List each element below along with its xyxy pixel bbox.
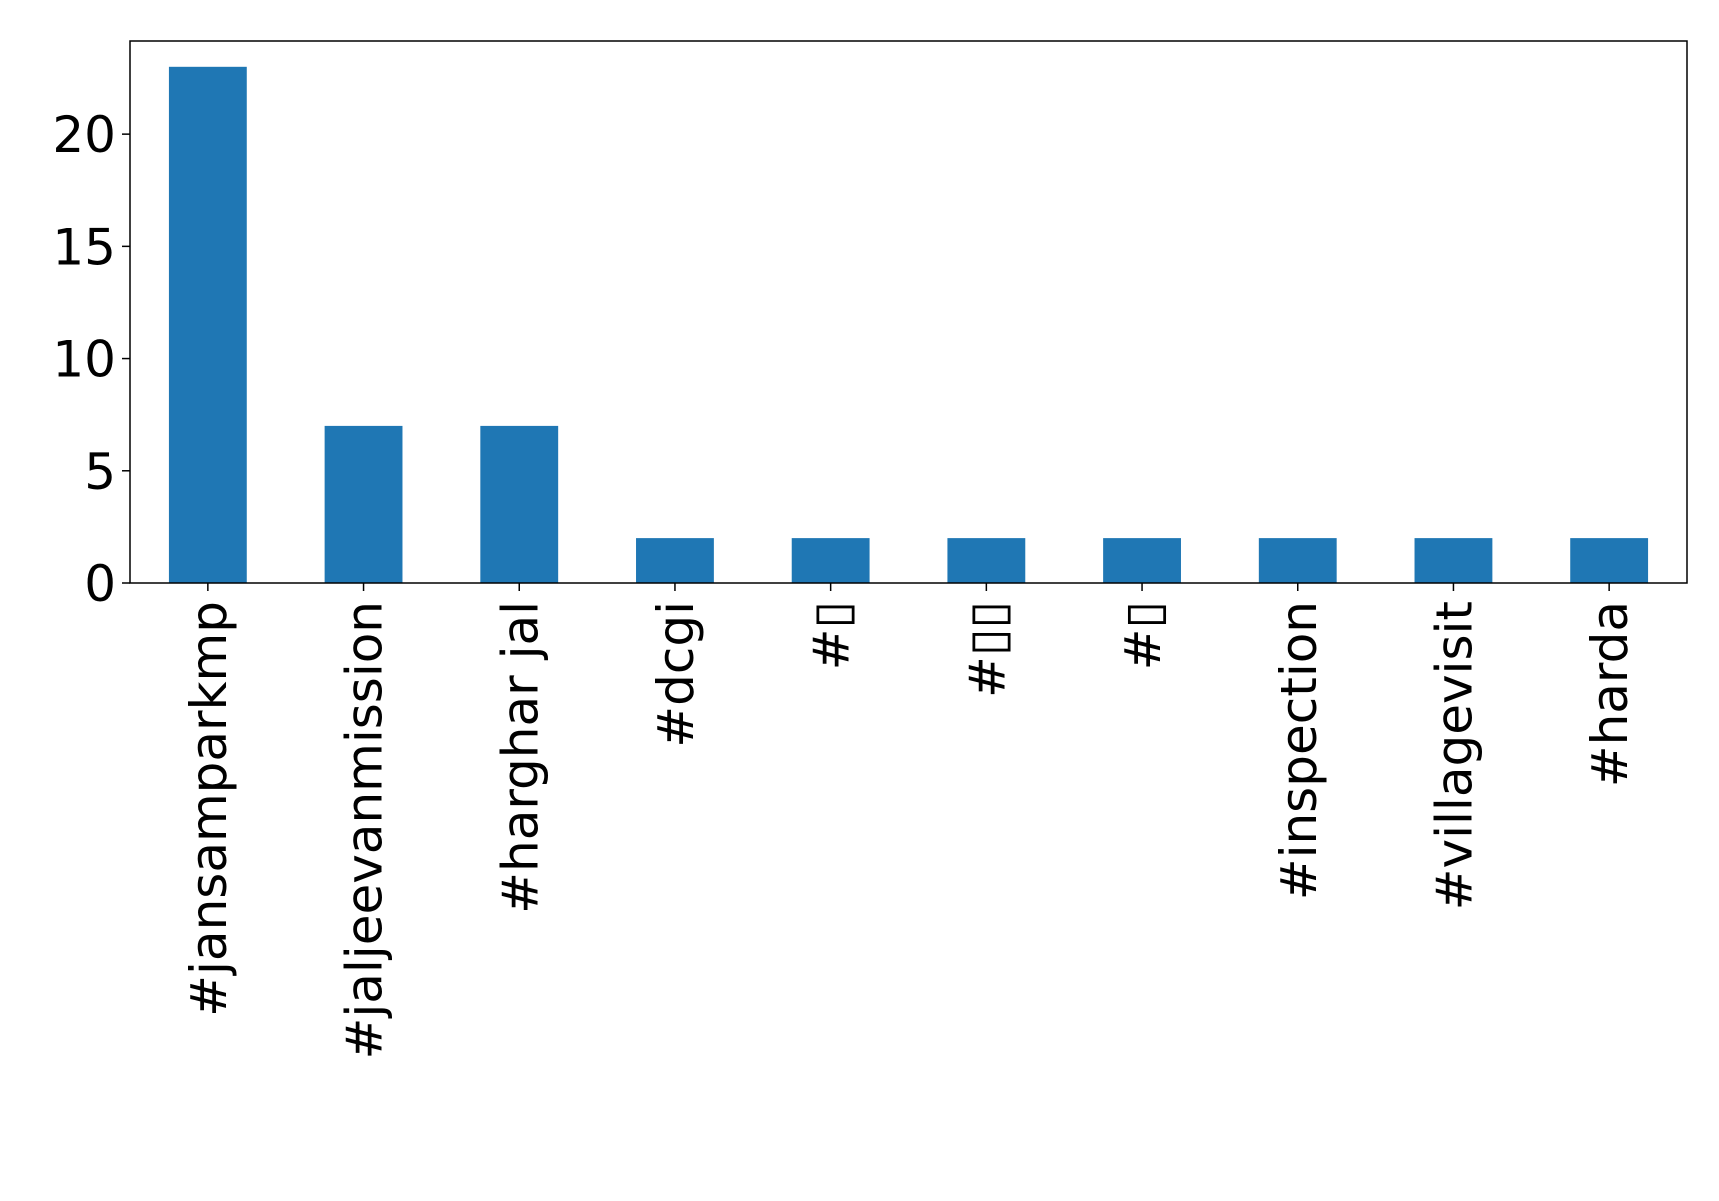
bar [1258, 538, 1337, 583]
x-axis: #jansamparkmp #jaljeevanmission #harghar j… [180, 583, 1639, 1060]
bar [324, 425, 403, 583]
bar [1414, 538, 1493, 583]
bar [1570, 538, 1649, 583]
bars-layer [168, 66, 1649, 584]
x-tick-label: #▯ [1114, 601, 1172, 670]
y-tick-label: 15 [52, 218, 116, 276]
x-tick-label: #▯▯ [958, 601, 1016, 698]
y-axis: 0 5 10 15 20 [52, 106, 130, 613]
y-tick-label: 0 [84, 555, 116, 613]
bar [168, 66, 247, 584]
x-tick-label: #jaljeevanmission [336, 601, 394, 1060]
x-tick-label: #jansamparkmp [180, 601, 238, 1017]
bar [791, 538, 870, 583]
plot-frame [129, 40, 1688, 584]
x-tick-label: #inspection [1270, 601, 1328, 900]
bar [1103, 538, 1181, 583]
x-tick-label: #harda [1581, 601, 1639, 787]
bar [947, 538, 1026, 583]
x-tick-label: #harghar jal [491, 601, 549, 914]
y-tick-label: 20 [52, 106, 116, 164]
x-tick-label: #dcgi [647, 601, 705, 748]
bar [480, 425, 559, 583]
y-tick-label: 5 [84, 443, 116, 501]
y-tick-label: 10 [52, 331, 116, 389]
x-tick-label: #villagevisit [1425, 601, 1483, 910]
x-tick-label: #▯ [803, 601, 861, 670]
bar [636, 538, 714, 583]
